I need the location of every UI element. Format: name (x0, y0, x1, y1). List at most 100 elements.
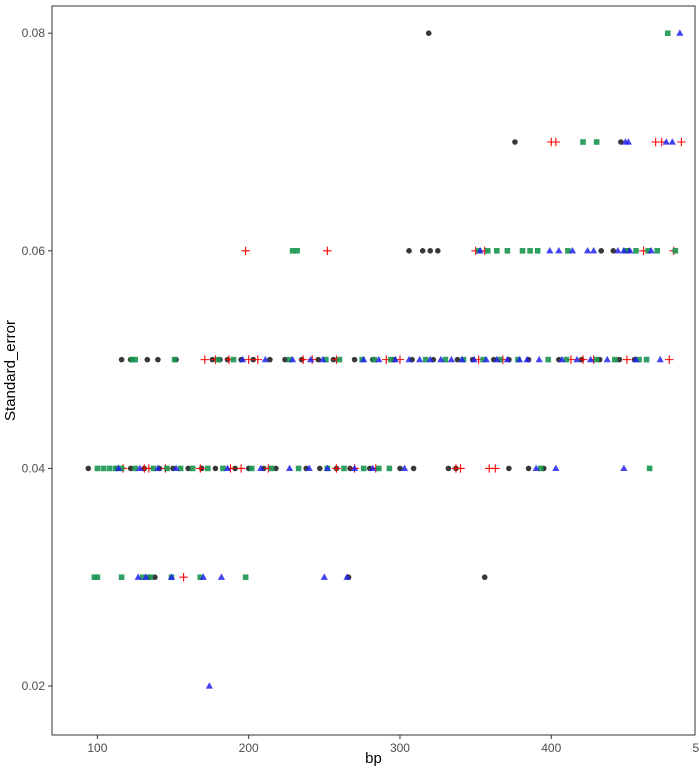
data-point-triangle (217, 573, 226, 580)
data-point-triangle (603, 355, 611, 363)
data-point-triangle (142, 573, 150, 580)
x-tick-label: 500 (693, 741, 699, 755)
data-point-square (360, 465, 367, 472)
data-point-circle (316, 465, 323, 472)
y-tick-label: 0.06 (22, 244, 46, 258)
data-point-circle (445, 465, 452, 472)
data-point-square (341, 465, 347, 472)
data-point-square (527, 248, 533, 254)
data-point-square (248, 465, 255, 472)
data-point-circle (454, 356, 461, 363)
data-point-triangle (400, 464, 409, 472)
data-point-circle (598, 248, 604, 254)
data-point-square (654, 248, 660, 254)
data-point-square (100, 465, 107, 472)
data-point-square (643, 356, 650, 363)
plot-panel-border (51, 5, 696, 736)
data-point-plus (200, 355, 210, 364)
data-point-square (534, 248, 541, 254)
data-point-square (268, 465, 275, 472)
data-point-triangle (620, 464, 628, 472)
data-point-triangle (172, 464, 180, 472)
data-point-square (106, 465, 113, 472)
data-point-plus (665, 355, 674, 364)
data-point-square (323, 356, 329, 363)
y-axis-title: Standard_error (2, 320, 19, 421)
data-point-square (537, 465, 544, 472)
data-point-triangle (307, 355, 315, 363)
data-point-triangle (515, 355, 524, 363)
data-point-square (593, 356, 600, 363)
data-point-circle (425, 30, 432, 37)
data-point-triangle (416, 355, 424, 363)
data-point-square (422, 356, 429, 363)
data-point-triangle (320, 573, 328, 580)
data-point-circle (315, 356, 322, 363)
data-point-triangle (668, 138, 676, 145)
data-point-triangle (546, 247, 554, 254)
data-point-triangle (662, 138, 670, 145)
data-point-square (164, 465, 170, 472)
data-point-square (171, 356, 178, 363)
data-point-triangle (167, 573, 176, 580)
data-point-triangle (114, 464, 123, 472)
x-tick-label: 100 (87, 741, 107, 755)
data-point-triangle (360, 355, 368, 363)
data-point-square (177, 465, 184, 472)
data-point-plus (491, 464, 500, 473)
data-point-circle (419, 248, 426, 254)
data-point-square (139, 574, 146, 581)
data-point-circle (232, 465, 238, 472)
data-point-circle (267, 356, 273, 363)
data-point-triangle (426, 355, 434, 363)
data-point-square (672, 248, 679, 254)
data-point-square (519, 248, 526, 254)
data-point-square (371, 356, 378, 363)
data-point-square (494, 248, 500, 254)
data-point-square (220, 465, 226, 472)
data-point-triangle (136, 464, 144, 472)
data-point-circle (506, 465, 512, 472)
data-point-square (484, 248, 491, 254)
data-point-square (664, 30, 671, 37)
data-point-square (442, 356, 449, 363)
data-point-triangle (624, 138, 633, 145)
data-point-triangle (257, 464, 265, 472)
data-point-square (497, 356, 503, 363)
data-point-triangle (626, 247, 634, 254)
data-point-plus (241, 246, 250, 256)
data-point-triangle (470, 355, 478, 363)
data-point-circle (397, 465, 403, 472)
data-point-triangle (405, 355, 413, 363)
data-point-triangle (503, 355, 511, 363)
data-point-square (480, 356, 486, 363)
data-point-circle (610, 248, 617, 254)
data-point-square (129, 356, 135, 363)
data-point-circle (127, 465, 134, 472)
data-point-circle (481, 574, 488, 581)
data-point-triangle (614, 247, 622, 254)
data-point-plus (323, 246, 332, 256)
data-point-triangle (285, 464, 294, 472)
data-point-circle (435, 248, 441, 254)
data-point-triangle (590, 247, 598, 254)
data-point-triangle (350, 464, 359, 472)
y-axis-ticks: 0.02 0.04 0.06 0.08 (22, 26, 52, 693)
data-point-square (636, 356, 642, 363)
data-point-square (593, 139, 600, 145)
data-point-triangle (134, 573, 142, 580)
data-point-square (612, 356, 618, 363)
data-point-circle (618, 139, 624, 145)
data-point-triangle (199, 573, 207, 580)
data-point-triangle (261, 355, 269, 363)
data-point-square (565, 248, 571, 254)
data-point-plus (332, 464, 341, 473)
data-point-circle (427, 248, 434, 254)
data-point-triangle (532, 464, 540, 472)
data-point-square (286, 356, 293, 363)
data-point-circle (410, 465, 417, 472)
data-point-square (545, 356, 552, 363)
data-point-square (94, 574, 101, 581)
data-point-circle (351, 356, 358, 363)
